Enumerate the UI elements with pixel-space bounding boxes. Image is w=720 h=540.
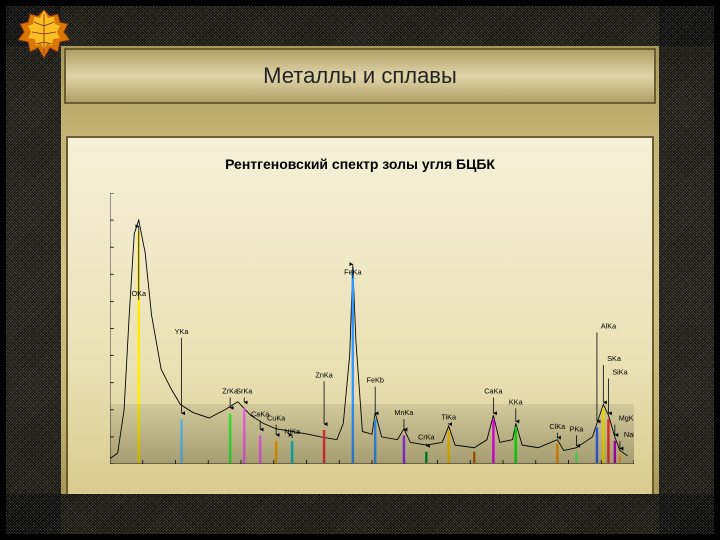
chart-title: Рентгеновский спектр золы угля БЦБК [68,156,652,172]
border-top [6,6,714,46]
border-left [6,6,61,534]
plot-area: OKaYKaZrKaSrKaCaKaCuKaNiKaZnKaFeKaFeKbMn… [110,193,634,464]
peak-label: FeKb [367,376,384,385]
peak-label: ZnKa [315,370,333,379]
title-bar: Металлы и сплавы [64,48,656,104]
peak-label: SKa [607,354,622,363]
peak-label: CaKa [484,386,503,395]
peak-label: SiKa [612,368,628,377]
peak-label: OKa [131,289,146,298]
border-right [659,6,714,534]
peak-label: FeKa [344,267,362,276]
chart-panel: Рентгеновский спектр золы угля БЦБК OKa Y… [66,136,654,496]
peak-label: AlKa [601,321,617,330]
peak-label: YKa [175,327,190,336]
slide-title: Металлы и сплавы [263,63,457,89]
leaf-icon [10,4,78,75]
baseline-shadow [110,404,634,464]
slide-root: Металлы и сплавы Рентгеновский спектр зо… [0,0,720,540]
peak-label: SrKa [236,386,253,395]
border-bottom [6,494,714,534]
